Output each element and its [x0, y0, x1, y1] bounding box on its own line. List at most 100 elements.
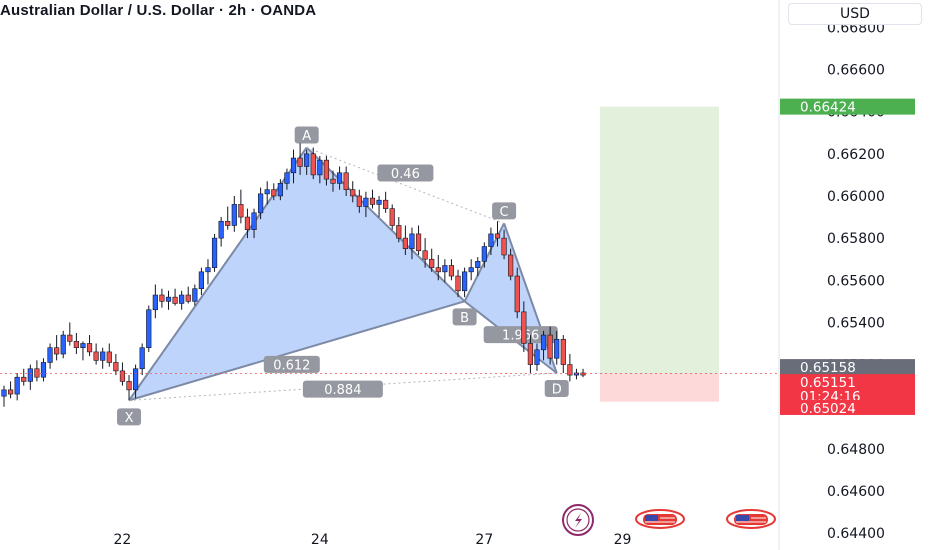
us-flag-event-icon[interactable]: [726, 509, 776, 529]
bullish-candle: [336, 166, 343, 190]
candle-body: [363, 197, 369, 207]
candle-body: [106, 351, 112, 363]
bearish-candle: [396, 217, 402, 243]
pattern-label-bg: [377, 164, 434, 182]
bearish-candle: [67, 322, 73, 346]
bearish-candle: [86, 335, 93, 357]
bearish-candle: [580, 368, 586, 378]
bearish-candle: [238, 189, 244, 224]
bearish-candle: [34, 360, 40, 382]
pattern-bcd-area: [464, 223, 557, 373]
lightning-event-icon[interactable]: [562, 504, 594, 536]
bullish-candle: [540, 330, 547, 361]
bullish-candle: [205, 259, 211, 285]
bearish-candle: [271, 183, 277, 201]
bullish-candle: [264, 181, 270, 205]
pattern-label-text: 1.966: [502, 329, 539, 344]
bullish-candle: [468, 259, 474, 281]
bearish-candle: [330, 170, 336, 192]
candle-body: [159, 294, 165, 302]
bullish-candle: [152, 284, 158, 319]
bullish-candle: [139, 343, 145, 376]
bullish-candle: [290, 149, 297, 184]
candle-body: [251, 212, 257, 230]
candle-body: [290, 157, 297, 174]
target-zone[interactable]: [600, 106, 719, 374]
candle-body: [244, 216, 251, 230]
bullish-candle: [211, 233, 218, 272]
candle-body: [67, 334, 73, 342]
candle-body: [1, 389, 7, 397]
candle-body: [317, 159, 323, 176]
price-tick-label: 0.64400: [827, 526, 885, 542]
symbol-title[interactable]: Australian Dollar / U.S. Dollar · 2h · O…: [0, 2, 317, 19]
stop-price-tag-text: 0.65024: [800, 401, 856, 417]
candle-body: [429, 258, 435, 268]
bullish-candle: [258, 187, 264, 220]
candle-body: [231, 204, 237, 226]
pattern-label-text: X: [125, 411, 134, 426]
stop-zone[interactable]: [600, 373, 719, 402]
candle-body: [21, 376, 27, 382]
candle-body: [488, 233, 494, 247]
candle-body: [396, 225, 402, 239]
bullish-candle: [409, 227, 415, 260]
pattern-point-d: D: [544, 379, 569, 397]
candle-body: [60, 334, 66, 355]
bullish-candle: [27, 364, 33, 390]
candle-body: [527, 343, 533, 365]
candle-body: [376, 199, 382, 205]
candle-body: [126, 381, 132, 391]
pattern-label-text: 0.884: [324, 383, 361, 398]
candle-body: [494, 233, 501, 239]
bearish-candle: [494, 221, 501, 247]
pattern-ratio-bcd: 1.966: [483, 326, 558, 344]
bearish-candle: [73, 332, 79, 355]
candle-body: [264, 189, 270, 195]
pattern-label-text: B: [460, 311, 469, 326]
bearish-candle: [323, 155, 330, 186]
pattern-ratio-line: [128, 372, 557, 401]
bearish-candle: [185, 286, 191, 304]
candle-body: [350, 189, 356, 197]
bearish-candle: [343, 166, 349, 196]
candle-body: [409, 233, 415, 249]
target-price-tag-text: 0.66424: [800, 100, 856, 116]
bullish-candle: [284, 168, 290, 190]
last-price-tag-bg: [780, 373, 915, 404]
bearish-candle: [567, 354, 573, 382]
current-price-tag-bg: [780, 359, 915, 375]
bearish-candle: [113, 354, 119, 376]
bullish-candle: [218, 217, 224, 247]
event-markers[interactable]: [562, 504, 776, 536]
pattern-label-bg: [294, 126, 319, 144]
pattern-label-text: A: [302, 129, 311, 144]
bullish-candle: [475, 257, 481, 277]
bearish-candle: [455, 269, 461, 298]
candle-body: [442, 265, 448, 273]
bullish-candle: [133, 364, 139, 399]
bullish-candle: [192, 284, 198, 306]
candle-body: [14, 376, 20, 395]
bearish-candle: [521, 301, 527, 352]
candle-body: [461, 271, 468, 292]
pattern-label-bg: [544, 379, 569, 397]
us-flag-event-icon[interactable]: [635, 509, 685, 529]
candle-body: [297, 157, 303, 167]
candle-body: [369, 197, 376, 205]
candle-body: [284, 172, 290, 184]
candle-body: [435, 267, 441, 273]
candle-body: [277, 183, 283, 197]
currency-selector[interactable]: USD: [788, 3, 922, 25]
bullish-candle: [534, 343, 540, 371]
time-axis[interactable]: 22 24 27 29: [114, 532, 632, 548]
candle-body: [271, 189, 277, 197]
target-price-tag-bg: [780, 98, 915, 115]
candle-body: [402, 237, 408, 249]
bearish-candle: [21, 368, 27, 386]
candle-body: [304, 153, 310, 167]
harmonic-pattern[interactable]: X A B C D 0.46 0.612 1.966 0.884: [117, 126, 569, 426]
bullish-candle: [488, 227, 494, 255]
price-tick-label: 0.64800: [827, 442, 885, 458]
